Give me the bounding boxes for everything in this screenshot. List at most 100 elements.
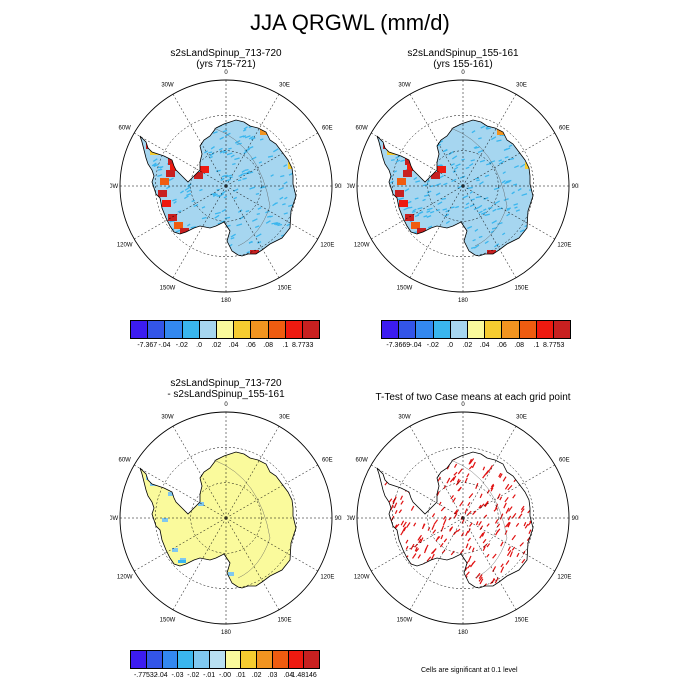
panel3-colorbar-boxes	[130, 650, 320, 669]
colorbar-box	[285, 321, 303, 338]
field-cell	[426, 180, 431, 183]
field-cell	[170, 146, 175, 150]
significant-cell	[500, 541, 504, 547]
field-cell	[152, 158, 158, 163]
field-cell	[437, 164, 442, 167]
significant-cell	[479, 493, 483, 499]
significant-cell	[482, 546, 486, 551]
field-cell	[516, 246, 523, 252]
significant-cell	[387, 452, 391, 455]
lon-label: 180	[458, 630, 469, 636]
significant-cell	[419, 537, 424, 544]
significant-cell	[486, 589, 491, 595]
field-cell	[232, 162, 236, 166]
significant-cell	[453, 513, 458, 519]
significant-cell	[410, 543, 415, 550]
field-cell-warm	[166, 170, 175, 177]
meridian-line	[225, 185, 280, 278]
field-cell	[536, 251, 541, 254]
significant-cell	[523, 589, 526, 593]
field-cell	[190, 230, 197, 234]
lon-label: 60W	[356, 458, 369, 464]
colorbar-box	[209, 651, 226, 668]
significant-cell	[450, 550, 455, 556]
field-cell	[448, 234, 455, 239]
field-cell	[508, 144, 513, 148]
field-cell	[414, 214, 420, 218]
lon-label: 90W	[347, 184, 356, 190]
significant-cell	[449, 476, 455, 483]
field-cell	[212, 131, 218, 134]
figure-title: JJA QRGWL (mm/d)	[250, 10, 450, 35]
colorbar-label: -.77532	[133, 672, 158, 679]
field-cell	[523, 255, 528, 256]
field-cell	[514, 165, 519, 169]
field-cell	[245, 170, 251, 175]
panel1-colorbar: -7.367 -.04 -.02 .0 .02 .04 .06 .08 .1 8.7733	[130, 320, 320, 349]
significant-cell	[418, 569, 422, 573]
significant-cell	[505, 507, 510, 514]
field-cell	[236, 223, 243, 227]
field-cell	[226, 174, 233, 178]
field-cell	[170, 150, 176, 155]
significant-cell	[407, 488, 412, 494]
lon-label: 90E	[335, 184, 342, 190]
significant-cell	[483, 543, 488, 549]
colorbar-box	[268, 321, 286, 338]
field-cell	[535, 244, 539, 247]
field-cell	[219, 136, 224, 140]
lon-label: 150W	[160, 285, 176, 291]
field-cell	[421, 239, 426, 242]
significant-cell	[495, 530, 499, 536]
field-cell	[295, 125, 296, 130]
field-cell	[255, 233, 262, 238]
field-cell	[524, 243, 530, 248]
significant-cell	[479, 578, 484, 585]
field-cell	[426, 250, 431, 253]
field-cell	[446, 239, 450, 243]
significant-cell	[413, 452, 417, 457]
antarctica-land-fill	[140, 452, 296, 588]
field-cell	[477, 149, 484, 154]
field-cell-warm	[250, 250, 259, 256]
colorbar-box	[257, 651, 273, 668]
significant-cell	[455, 510, 459, 515]
colorbar-label: .02	[462, 342, 473, 349]
field-cell	[410, 132, 416, 135]
significant-cell	[442, 572, 445, 577]
field-cell	[267, 155, 274, 158]
significant-cell	[401, 587, 405, 588]
meridian-line	[462, 426, 517, 519]
field-cell	[256, 213, 260, 215]
field-cell-diff	[172, 548, 178, 552]
lon-label: 180	[458, 298, 469, 304]
field-cell	[157, 174, 163, 178]
field-cell	[491, 227, 498, 230]
significant-cell	[511, 452, 515, 456]
colorbar-box	[225, 651, 242, 668]
significant-cell	[456, 528, 461, 533]
significant-cell	[399, 561, 405, 567]
meridian-line	[462, 517, 555, 572]
significant-cell	[467, 537, 471, 542]
meridian-line	[172, 94, 227, 187]
field-cell	[532, 143, 533, 147]
field-cell	[225, 132, 231, 137]
antarctica-land-fill	[377, 452, 533, 588]
field-cell	[161, 129, 166, 133]
field-cell	[431, 148, 436, 151]
significant-cell	[428, 475, 432, 481]
colorbar-label: .02	[251, 672, 262, 679]
field-cell	[157, 166, 162, 169]
lon-label: 60E	[559, 458, 570, 464]
colorbar-label: -.02	[187, 672, 200, 679]
significant-cell	[520, 505, 525, 511]
field-cell-diff	[162, 518, 168, 522]
ice-divide	[213, 127, 271, 247]
significant-cell	[507, 546, 511, 552]
significant-cell	[402, 521, 407, 528]
field-cell	[182, 171, 188, 175]
field-cell	[457, 185, 463, 189]
significant-cell	[392, 473, 396, 478]
significant-cell	[421, 472, 425, 477]
